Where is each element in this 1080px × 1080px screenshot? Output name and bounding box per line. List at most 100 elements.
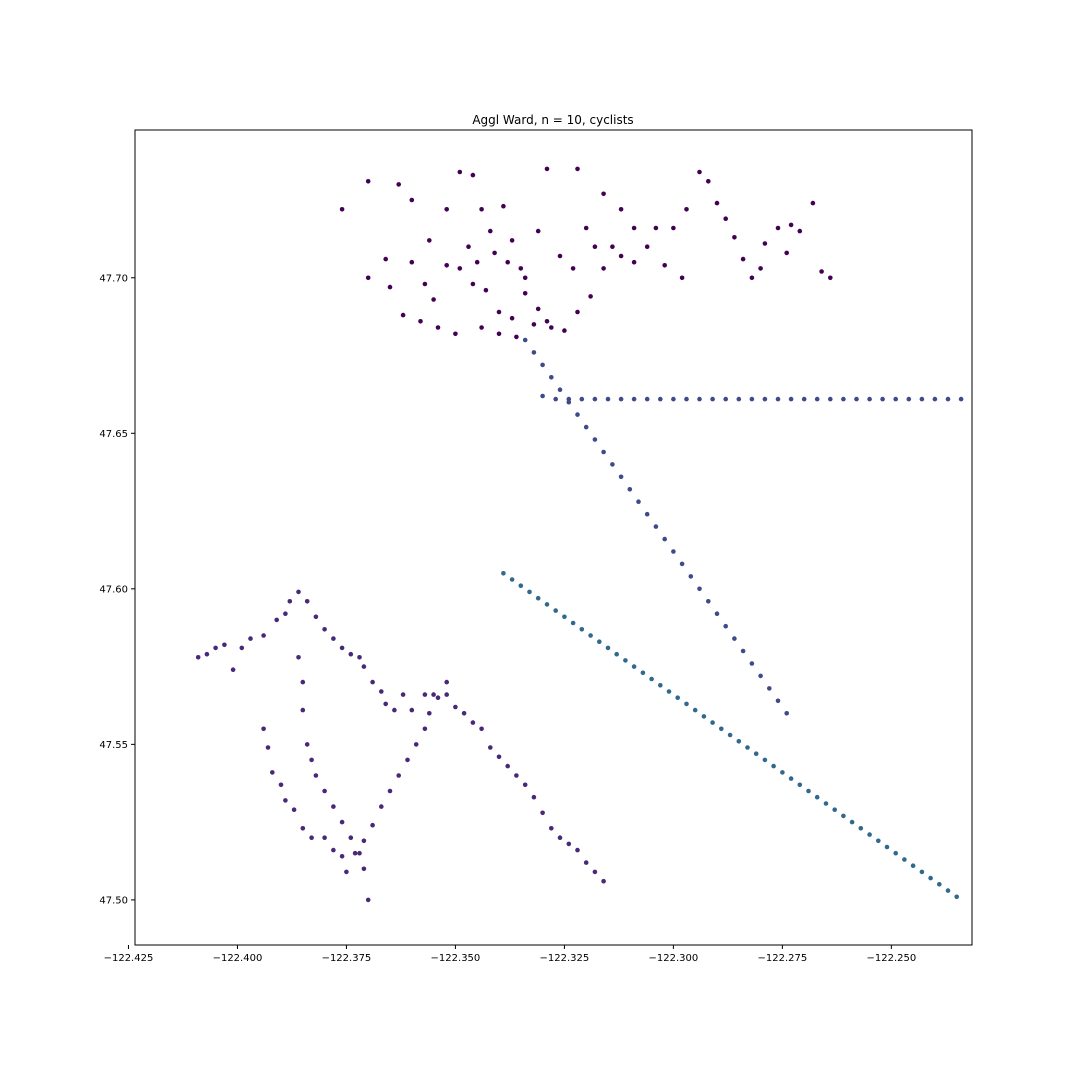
cluster-0-point bbox=[810, 200, 816, 206]
cluster-3-point bbox=[631, 664, 637, 669]
cluster-1-point bbox=[339, 645, 345, 651]
cluster-2-point bbox=[801, 396, 807, 402]
cluster-0-point bbox=[427, 238, 432, 243]
cluster-1-point bbox=[348, 835, 354, 840]
cluster-0-point bbox=[601, 266, 606, 271]
cluster-2-point bbox=[679, 561, 685, 567]
cluster-0-point bbox=[549, 325, 554, 330]
x-tick-label: −122.400 bbox=[213, 953, 263, 964]
cluster-1-point bbox=[413, 742, 419, 747]
cluster-1-point bbox=[344, 869, 349, 875]
cluster-1-point bbox=[291, 807, 297, 812]
cluster-3-point bbox=[684, 701, 689, 707]
cluster-3-point bbox=[597, 639, 602, 644]
cluster-0-point bbox=[453, 331, 458, 337]
cluster-2-point bbox=[814, 396, 820, 402]
cluster-0-point bbox=[653, 225, 659, 231]
cluster-1-point bbox=[331, 847, 336, 853]
cluster-0-point bbox=[387, 284, 393, 290]
cluster-0-point bbox=[470, 281, 476, 287]
cluster-2-point bbox=[671, 396, 676, 402]
cluster-1-point bbox=[339, 819, 345, 825]
cluster-2-point bbox=[784, 711, 789, 716]
cluster-2-point bbox=[610, 462, 615, 467]
cluster-0-point bbox=[518, 266, 524, 271]
cluster-1-point bbox=[300, 826, 306, 831]
cluster-1-point bbox=[522, 782, 528, 788]
cluster-2-point bbox=[945, 396, 951, 402]
cluster-3-point bbox=[954, 894, 959, 900]
cluster-2-point bbox=[575, 412, 580, 417]
cluster-1-point bbox=[204, 651, 210, 657]
cluster-1-point bbox=[470, 720, 476, 725]
cluster-1-point bbox=[261, 726, 266, 732]
cluster-2-point bbox=[762, 396, 768, 402]
cluster-1-point bbox=[287, 599, 293, 604]
cluster-1-point bbox=[304, 599, 310, 604]
cluster-2-point bbox=[618, 474, 624, 480]
cluster-1-point bbox=[427, 711, 432, 716]
cluster-3-point bbox=[640, 670, 646, 676]
cluster-1-point bbox=[405, 757, 410, 763]
cluster-1-point bbox=[387, 788, 393, 794]
cluster-1-point bbox=[261, 633, 266, 638]
cluster-1-point bbox=[361, 838, 367, 844]
cluster-0-point bbox=[365, 275, 371, 281]
cluster-1-point bbox=[575, 847, 580, 853]
cluster-2-point bbox=[736, 396, 742, 402]
cluster-3-point bbox=[535, 595, 541, 601]
x-tick-label: −122.275 bbox=[758, 953, 808, 964]
cluster-2-point bbox=[522, 337, 528, 343]
cluster-3-point bbox=[762, 757, 768, 763]
cluster-1-point bbox=[444, 679, 450, 685]
cluster-1-point bbox=[339, 854, 345, 859]
y-tick-label: 47.55 bbox=[99, 740, 128, 751]
cluster-0-point bbox=[618, 253, 624, 259]
cluster-1-point bbox=[444, 692, 450, 697]
cluster-3-point bbox=[832, 807, 837, 812]
cluster-0-point bbox=[723, 216, 728, 221]
cluster-0-point bbox=[522, 275, 528, 281]
cluster-2-point bbox=[583, 424, 589, 430]
cluster-0-point bbox=[662, 263, 667, 268]
cluster-2-point bbox=[540, 393, 545, 399]
cluster-2-point bbox=[566, 396, 572, 402]
cluster-1-point bbox=[396, 773, 402, 778]
cluster-2-point bbox=[592, 437, 598, 442]
cluster-2-point bbox=[740, 648, 746, 654]
cluster-1-point bbox=[283, 611, 288, 616]
cluster-2-point bbox=[758, 673, 763, 679]
cluster-0-point bbox=[496, 331, 502, 337]
cluster-2-point bbox=[636, 499, 641, 505]
cluster-3-point bbox=[849, 819, 855, 825]
cluster-2-point bbox=[653, 524, 659, 529]
cluster-3-point bbox=[771, 763, 776, 769]
cluster-1-point bbox=[549, 826, 554, 831]
cluster-2-point bbox=[688, 574, 694, 579]
cluster-1-point bbox=[296, 589, 301, 595]
cluster-3-point bbox=[518, 583, 524, 588]
cluster-0-point bbox=[444, 207, 450, 212]
cluster-0-point bbox=[679, 275, 685, 281]
cluster-3-point bbox=[649, 676, 654, 682]
points-layer bbox=[195, 166, 964, 903]
cluster-1-point bbox=[195, 655, 201, 660]
cluster-0-point bbox=[557, 253, 563, 259]
cluster-0-point bbox=[697, 169, 702, 175]
cluster-1-point bbox=[379, 689, 384, 694]
cluster-0-point bbox=[466, 244, 471, 249]
cluster-1-point bbox=[422, 726, 428, 732]
cluster-0-point bbox=[509, 238, 515, 243]
cluster-1-point bbox=[357, 655, 362, 660]
cluster-0-point bbox=[479, 207, 484, 212]
cluster-1-point bbox=[488, 745, 493, 750]
cluster-0-point bbox=[457, 169, 463, 175]
cluster-1-point bbox=[309, 835, 314, 840]
cluster-2-point bbox=[767, 686, 772, 691]
cluster-3-point bbox=[701, 714, 707, 719]
cluster-2-point bbox=[880, 396, 885, 402]
cluster-0-point bbox=[588, 294, 593, 299]
cluster-0-point bbox=[409, 197, 415, 203]
cluster-3-point bbox=[745, 745, 750, 750]
cluster-3-point bbox=[692, 707, 698, 713]
